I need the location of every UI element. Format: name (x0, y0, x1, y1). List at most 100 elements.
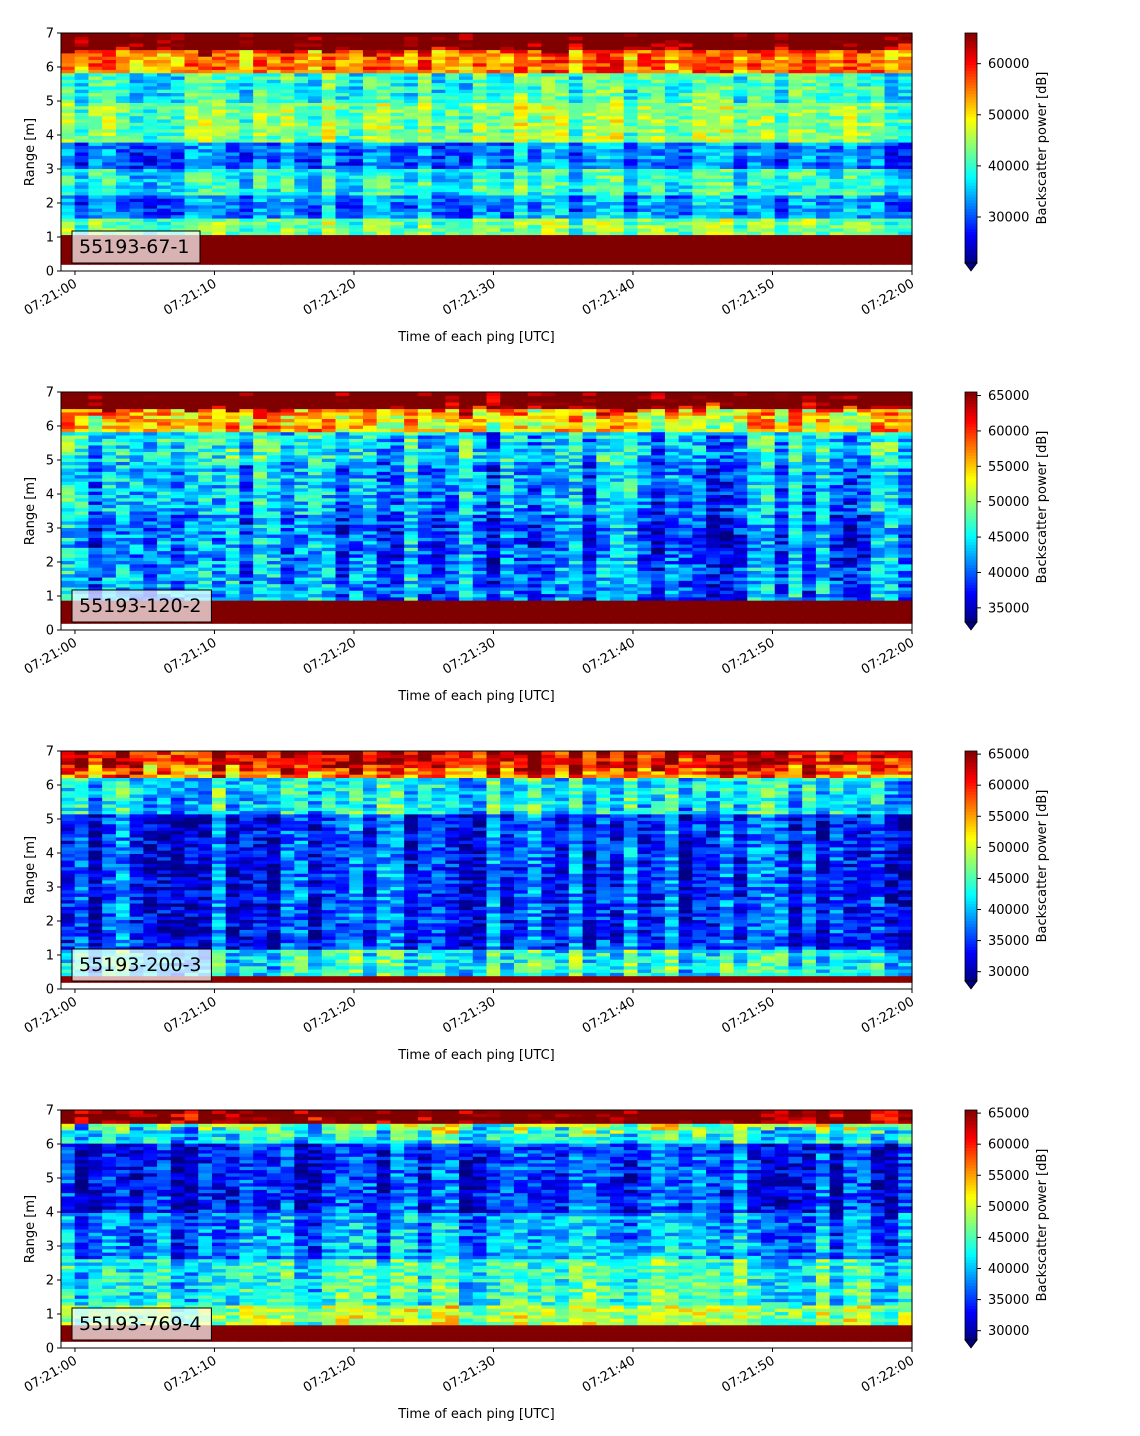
heatmap-cell (253, 69, 268, 74)
heatmap-cell (157, 122, 172, 127)
heatmap-cell (198, 125, 213, 130)
heatmap-cell (321, 184, 337, 189)
heatmap-cell (321, 112, 337, 117)
heatmap-cell (115, 82, 131, 87)
heatmap-cell (239, 42, 254, 47)
heatmap-cell (115, 184, 131, 189)
heatmap-cell (266, 79, 282, 84)
heatmap-cell (239, 224, 254, 229)
heatmap-cell (335, 178, 350, 183)
colorbar-tick-label: 50000 (988, 108, 1029, 123)
heatmap-cell (459, 125, 474, 130)
heatmap-cell (472, 89, 488, 94)
heatmap-cell (308, 191, 323, 196)
heatmap-cell (198, 89, 213, 94)
heatmap-cell (225, 105, 241, 110)
heatmap-cell (266, 66, 282, 70)
heatmap-cell (431, 247, 446, 252)
heatmap-cell (102, 145, 117, 150)
heatmap-cell (417, 191, 433, 196)
heatmap-cell (362, 227, 378, 232)
heatmap-cell (239, 214, 254, 219)
heatmap-cell (308, 184, 323, 189)
heatmap-cell (349, 175, 364, 179)
heatmap-cell (129, 148, 144, 153)
heatmap-cell (239, 250, 254, 255)
heatmap-cell (308, 75, 323, 80)
heatmap-cell (88, 118, 103, 123)
heatmap-cell (253, 208, 268, 212)
heatmap-cell (211, 214, 227, 219)
heatmap-cell (102, 171, 117, 176)
heatmap-cell (431, 92, 446, 97)
heatmap-cell (225, 79, 241, 84)
heatmap-cell (321, 66, 337, 70)
heatmap-cell (184, 168, 199, 173)
heatmap-cell (335, 214, 350, 219)
heatmap-cell (225, 33, 241, 37)
heatmap-cell (294, 72, 309, 77)
heatmap-cell (445, 39, 460, 44)
heatmap-cell (321, 198, 337, 203)
heatmap-cell (198, 188, 213, 193)
heatmap-cell (61, 221, 76, 226)
heatmap-cell (225, 224, 241, 229)
heatmap-cell (184, 69, 199, 74)
heatmap-cell (74, 125, 90, 130)
heatmap-cell (362, 99, 378, 103)
heatmap-cell (431, 59, 446, 64)
heatmap-cell (211, 49, 227, 54)
heatmap-cell (390, 92, 405, 97)
heatmap-cell (472, 148, 488, 153)
heatmap-cell (294, 194, 309, 199)
heatmap-cell (143, 221, 158, 226)
heatmap-cell (184, 151, 199, 156)
heatmap-cell (115, 36, 131, 41)
heatmap-cell (308, 52, 323, 57)
heatmap-cell (74, 46, 90, 51)
heatmap-cell (198, 158, 213, 163)
heatmap-cell (362, 204, 378, 209)
heatmap-cell (459, 52, 474, 57)
heatmap-cell (445, 105, 460, 110)
heatmap-cell (472, 99, 488, 103)
heatmap-cell (170, 95, 186, 100)
heatmap-cell (417, 141, 433, 146)
heatmap-cell (308, 168, 323, 173)
heatmap-cell (294, 62, 309, 67)
heatmap-cell (225, 125, 241, 130)
heatmap-cell (170, 188, 186, 193)
heatmap-cell (321, 191, 337, 196)
heatmap-cell (404, 49, 419, 54)
heatmap-cell (294, 66, 309, 70)
heatmap-cell (404, 247, 419, 252)
heatmap-cell (198, 138, 213, 143)
heatmap-cell (143, 201, 158, 206)
heatmap-cell (61, 250, 76, 255)
heatmap-cell (143, 52, 158, 57)
heatmap-cell (157, 145, 172, 150)
heatmap-cell (115, 194, 131, 199)
heatmap-cell (362, 85, 378, 90)
heatmap-cell (308, 135, 323, 140)
heatmap-cell (294, 244, 309, 249)
heatmap-cell (321, 62, 337, 67)
heatmap-cell (143, 171, 158, 176)
heatmap-cell (308, 201, 323, 206)
heatmap-cell (362, 211, 378, 216)
heatmap-cell (294, 155, 309, 160)
heatmap-cell (239, 198, 254, 203)
heatmap-cell (280, 227, 295, 232)
heatmap-cell (129, 217, 144, 222)
heatmap-cell (294, 168, 309, 173)
heatmap-cell (431, 165, 446, 170)
heatmap-cell (445, 66, 460, 70)
heatmap-cell (321, 115, 337, 120)
heatmap-cell (390, 79, 405, 84)
heatmap-cell (349, 227, 364, 232)
heatmap-cell (157, 56, 172, 61)
heatmap-cell (294, 39, 309, 44)
heatmap-cell (459, 79, 474, 84)
heatmap-cell (390, 138, 405, 143)
heatmap-cell (431, 99, 446, 103)
